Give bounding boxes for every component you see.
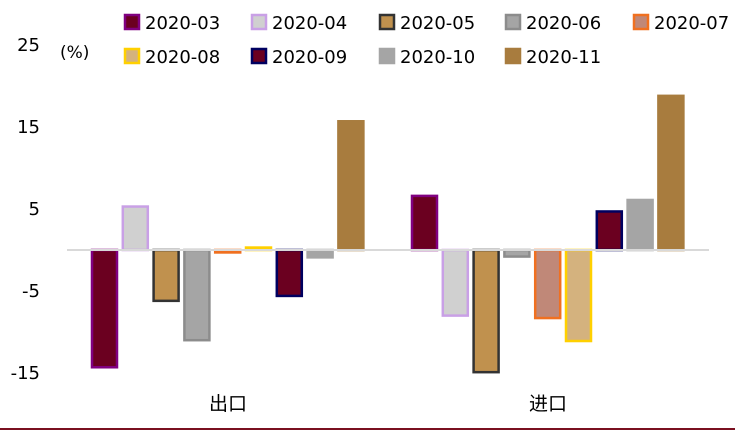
category-label: 进口 — [529, 393, 567, 415]
legend-swatch — [123, 47, 141, 65]
legend-swatch — [378, 13, 396, 31]
y-tick-label: -15 — [11, 363, 40, 384]
legend-label: 2020-05 — [400, 13, 475, 34]
legend-swatch — [250, 13, 268, 31]
category-label: 出口 — [209, 393, 247, 415]
legend-swatch — [123, 13, 141, 31]
legend-item: 2020-07 — [632, 13, 729, 34]
bar-2020-08-import — [564, 248, 593, 343]
legend-swatch — [378, 47, 396, 65]
bar-2020-03-export — [90, 248, 119, 369]
legend-label: 2020-10 — [400, 47, 475, 68]
bars-group — [90, 94, 685, 374]
chart-legend: 2020-03 2020-04 2020-05 2020-06 2020-07 2020-… — [123, 13, 729, 68]
legend-item: 2020-08 — [123, 47, 220, 68]
y-tick-label: 25 — [17, 35, 40, 56]
legend-item: 2020-11 — [504, 47, 601, 68]
bar-2020-07-import — [533, 248, 562, 320]
legend-label: 2020-11 — [526, 47, 601, 68]
legend-swatch — [504, 47, 522, 65]
legend-label: 2020-03 — [145, 13, 220, 34]
legend-item: 2020-06 — [504, 13, 601, 34]
legend-label: 2020-08 — [145, 47, 220, 68]
legend-swatch — [632, 13, 650, 31]
y-axis-tick-labels: 25 15 5 -5 -15 — [11, 35, 40, 384]
legend-item: 2020-03 — [123, 13, 220, 34]
category-labels: 出口 进口 — [209, 393, 567, 415]
legend-item: 2020-09 — [250, 47, 347, 68]
bar-2020-09-import — [595, 210, 624, 252]
bar-2020-06-export — [183, 248, 211, 342]
bar-2020-05-import — [472, 248, 500, 374]
legend-label: 2020-06 — [526, 13, 601, 34]
unit-label: (%) — [60, 43, 89, 63]
bar-2020-04-export — [121, 205, 150, 252]
bar-2020-05-export — [152, 248, 180, 303]
y-tick-label: 5 — [29, 199, 40, 220]
legend-swatch — [504, 13, 522, 31]
bar-2020-11-export — [337, 120, 365, 252]
bar-2020-03-import — [410, 194, 439, 252]
y-tick-label: -5 — [22, 281, 40, 302]
bar-2020-09-export — [275, 248, 304, 298]
legend-item: 2020-04 — [250, 13, 347, 34]
legend-item: 2020-10 — [378, 47, 475, 68]
bar-2020-10-import — [626, 198, 654, 252]
legend-label: 2020-07 — [654, 13, 729, 34]
legend-item: 2020-05 — [378, 13, 475, 34]
legend-label: 2020-09 — [272, 47, 347, 68]
legend-label: 2020-04 — [272, 13, 347, 34]
bar-2020-10-export — [306, 248, 334, 259]
bar-2020-04-import — [441, 248, 470, 317]
y-tick-label: 15 — [17, 117, 40, 138]
legend-swatch — [250, 47, 268, 65]
bar-2020-11-import — [657, 94, 685, 252]
